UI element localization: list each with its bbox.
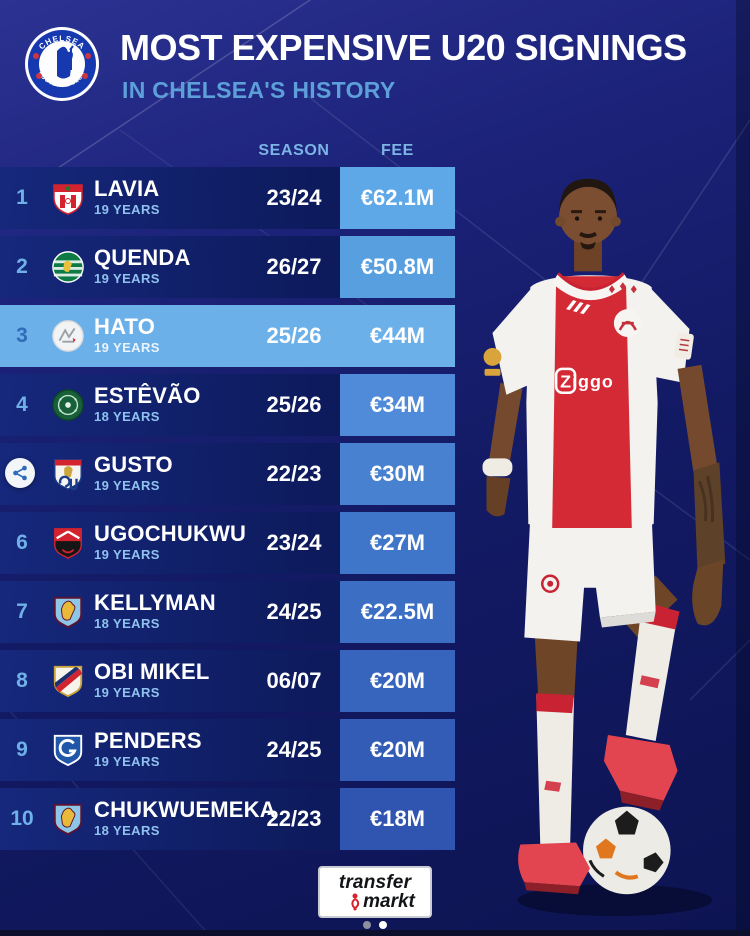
uel-patch <box>483 347 502 376</box>
column-header-season: SEASON <box>258 142 330 159</box>
season-value: 25/26 <box>266 323 322 348</box>
transfermarkt-logo-bottom: markt <box>363 891 415 912</box>
player-name: LAVIA <box>94 176 160 201</box>
lyon-crest <box>44 456 92 492</box>
lion-emblem <box>57 45 74 79</box>
chelsea-crest: CHELSEA FOOTBALL CLUB <box>25 27 99 101</box>
player-age: 19 YEARS <box>94 685 160 700</box>
player-age: 19 YEARS <box>94 340 160 355</box>
svg-text:Ziggo: Ziggo <box>560 372 614 392</box>
fee-value: €22.5M <box>340 581 455 643</box>
rank-number: 10 <box>10 807 34 830</box>
season-value: 26/27 <box>266 254 322 279</box>
season-value: 24/25 <box>266 599 322 624</box>
player-name: QUENDA <box>94 245 191 270</box>
football <box>583 806 671 895</box>
player-age: 18 YEARS <box>94 823 160 838</box>
rank-number: 1 <box>16 186 28 209</box>
southampton-crest <box>44 180 92 216</box>
aston-villa-crest <box>44 801 92 837</box>
rank-number: 8 <box>16 669 28 692</box>
player-photo: Ziggo <box>482 178 726 917</box>
table-row: 9 PENDERS 19 YEARS 24/25 €20M <box>0 719 455 781</box>
transfermarkt-logo: transfer markt <box>318 866 432 918</box>
rank-number: 9 <box>16 738 28 761</box>
fee-value: €62.1M <box>340 167 455 229</box>
sporting-cp-crest <box>44 250 92 284</box>
fee-value: €18M <box>340 788 455 850</box>
fee-value: €44M <box>340 305 455 367</box>
table-row-highlighted: 3 HATO 19 YEARS 25/26 €44M <box>0 305 455 367</box>
rank-number: 2 <box>16 255 28 278</box>
season-value: 22/23 <box>266 461 322 486</box>
share-button[interactable] <box>5 458 35 488</box>
bottom-strip <box>0 930 750 936</box>
column-header-fee: FEE <box>381 142 414 159</box>
fee-value: €30M <box>340 443 455 505</box>
season-value: 25/26 <box>266 392 322 417</box>
season-value: 23/24 <box>266 185 322 210</box>
fee-value: €34M <box>340 374 455 436</box>
table-row: 2 QUENDA 19 YEARS 26/27 €50.8M <box>0 236 455 298</box>
player-age: 19 YEARS <box>94 547 160 562</box>
player-name: GUSTO <box>94 452 173 477</box>
season-value: 22/23 <box>266 806 322 831</box>
rank-number: 3 <box>16 324 28 347</box>
table-row: 7 KELLYMAN 18 YEARS 24/25 €22.5M <box>0 581 455 643</box>
player-name: PENDERS <box>94 728 202 753</box>
right-edge-shade <box>736 0 750 936</box>
adidas-logo <box>566 300 591 315</box>
player-age: 18 YEARS <box>94 409 160 424</box>
carousel-dot-inactive[interactable] <box>363 921 371 929</box>
lyn-oslo-crest <box>44 663 92 699</box>
fee-value: €20M <box>340 650 455 712</box>
player-name: CHUKWUEMEKA <box>94 797 276 822</box>
carousel-dots <box>0 921 750 929</box>
page-subtitle: IN CHELSEA'S HISTORY <box>122 77 396 103</box>
aston-villa-crest <box>44 594 92 630</box>
ranking-table: 1 LAVIA 19 YEARS 23/24 €62.1M 2 QUENDA 19 … <box>0 167 455 857</box>
fee-value: €20M <box>340 719 455 781</box>
table-row: 1 LAVIA 19 YEARS 23/24 €62.1M <box>0 167 455 229</box>
ajax-crest <box>44 319 92 353</box>
table-row: 8 OBI MIKEL 19 YEARS 06/07 €20M <box>0 650 455 712</box>
player-age: 19 YEARS <box>94 478 160 493</box>
carousel-dot-active[interactable] <box>379 921 387 929</box>
table-row: 10 CHUKWUEMEKA 18 YEARS 22/23 €18M <box>0 788 455 850</box>
player-name: KELLYMAN <box>94 590 216 615</box>
rank-number: 4 <box>16 393 28 416</box>
arm-tattoo <box>698 475 715 523</box>
rank-number: 7 <box>16 600 28 623</box>
player-name: ESTÊVÃO <box>94 383 201 408</box>
genk-crest <box>44 732 92 768</box>
sleeve-patch <box>674 332 694 360</box>
player-name: UGOCHUKWU <box>94 521 247 546</box>
player-age: 19 YEARS <box>94 202 160 217</box>
player-name: HATO <box>94 314 156 339</box>
share-icon <box>13 465 27 481</box>
transfermarkt-logo-top: transfer <box>338 872 412 893</box>
season-value: 23/24 <box>266 530 322 555</box>
table-row: 4 ESTÊVÃO 18 YEARS 25/26 €34M <box>0 374 455 436</box>
player-age: 18 YEARS <box>94 616 160 631</box>
runner-icon <box>351 893 360 911</box>
ajax-shirt-crest <box>613 309 642 337</box>
fee-value: €27M <box>340 512 455 574</box>
fee-value: €50.8M <box>340 236 455 298</box>
season-value: 06/07 <box>266 668 322 693</box>
player-name: OBI MIKEL <box>94 659 210 684</box>
player-age: 19 YEARS <box>94 754 160 769</box>
rank-number: 6 <box>16 531 28 554</box>
season-value: 24/25 <box>266 737 322 762</box>
table-row: 6 UGOCHUKWU 19 YEARS 23/24 €27M <box>0 512 455 574</box>
player-age: 19 YEARS <box>94 271 160 286</box>
wristband <box>482 458 513 477</box>
rennes-crest <box>44 525 92 561</box>
sponsor-logo: Ziggo <box>554 367 614 394</box>
palmeiras-crest <box>44 388 92 422</box>
page-title: MOST EXPENSIVE U20 SIGNINGS <box>120 27 687 68</box>
